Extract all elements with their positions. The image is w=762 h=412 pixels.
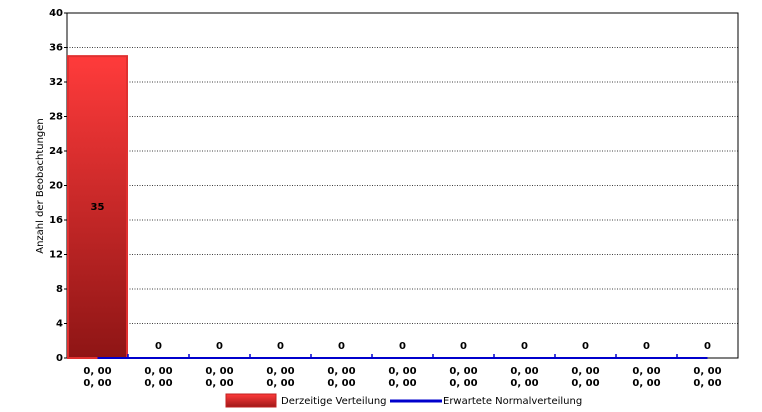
value-label: 0 (155, 341, 162, 352)
grid (67, 12, 738, 359)
legend-label: Erwartete Normalverteilung (443, 396, 582, 407)
x-tick-label: 0, 00 (449, 378, 477, 389)
value-label: 0 (582, 341, 589, 352)
value-label: 0 (277, 341, 284, 352)
value-label: 0 (338, 341, 345, 352)
y-tick-label: 4 (56, 319, 63, 330)
x-tick-label: 0, 00 (632, 366, 660, 377)
y-tick-label: 12 (49, 250, 63, 261)
value-label: 0 (643, 341, 650, 352)
value-label: 0 (704, 341, 711, 352)
x-tick-label: 0, 00 (144, 378, 172, 389)
value-label: 0 (399, 341, 406, 352)
x-tick-label: 0, 00 (266, 366, 294, 377)
y-tick-label: 8 (56, 284, 63, 295)
x-tick-label: 0, 00 (510, 378, 538, 389)
y-axis-label: Anzahl der Beobachtungen (35, 118, 46, 254)
x-tick-label: 0, 00 (327, 366, 355, 377)
x-tick-label: 0, 00 (388, 366, 416, 377)
value-label: 0 (460, 341, 467, 352)
value-label: 35 (91, 202, 105, 213)
x-tick-label: 0, 00 (693, 378, 721, 389)
y-tick-label: 16 (49, 215, 63, 226)
y-tick-label: 36 (49, 43, 63, 54)
y-tick-label: 20 (49, 181, 63, 192)
x-tick-label: 0, 00 (510, 366, 538, 377)
y-tick-label: 40 (49, 8, 63, 19)
x-tick-label: 0, 00 (83, 378, 111, 389)
marks: 35 0 0 0 0 0 0 0 0 0 0 (67, 55, 711, 359)
x-tick-label: 0, 00 (266, 378, 294, 389)
x-tick-label: 0, 00 (693, 366, 721, 377)
x-tick-label: 0, 00 (449, 366, 477, 377)
value-label: 0 (521, 341, 528, 352)
y-tick-label: 32 (49, 77, 63, 88)
x-tick-label: 0, 00 (388, 378, 416, 389)
x-tick-label: 0, 00 (83, 366, 111, 377)
x-tick-label: 0, 00 (327, 378, 355, 389)
x-tick-label: 0, 00 (205, 378, 233, 389)
legend-label: Derzeitige Verteilung (281, 396, 387, 407)
legend-swatch (225, 393, 277, 408)
value-label: 0 (216, 341, 223, 352)
y-tick-label: 28 (49, 112, 63, 123)
y-tick-label: 24 (49, 146, 63, 157)
x-tick-label: 0, 00 (144, 366, 172, 377)
x-tick-label: 0, 00 (571, 378, 599, 389)
x-tick-label: 0, 00 (205, 366, 233, 377)
y-tick-label: 0 (56, 353, 63, 364)
bar (67, 55, 128, 359)
x-tick-label: 0, 00 (571, 366, 599, 377)
x-tick-label: 0, 00 (632, 378, 660, 389)
